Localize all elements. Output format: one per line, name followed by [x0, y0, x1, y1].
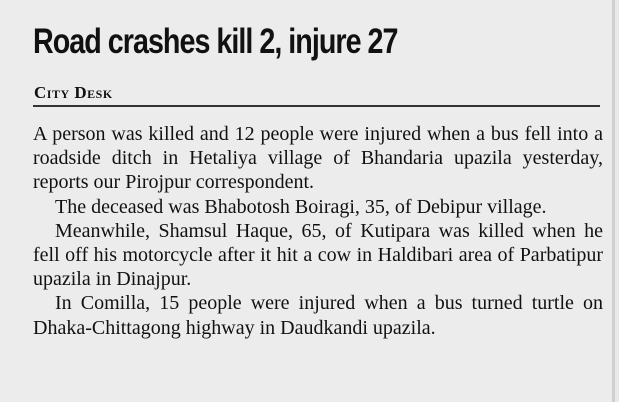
headline: Road crashes kill 2, injure 27	[33, 22, 398, 61]
paragraph: In Comilla, 15 people were injured when …	[33, 292, 603, 339]
byline: City Desk	[34, 83, 113, 102]
article-body: A person was killed and 12 people were i…	[33, 122, 603, 340]
paragraph: The deceased was Bhabotosh Boiragi, 35, …	[55, 195, 547, 218]
paragraph: Meanwhile, Shamsul Haque, 65, of Kutipar…	[33, 219, 603, 291]
paragraph: A person was killed and 12 people were i…	[33, 123, 603, 194]
divider	[33, 105, 600, 107]
